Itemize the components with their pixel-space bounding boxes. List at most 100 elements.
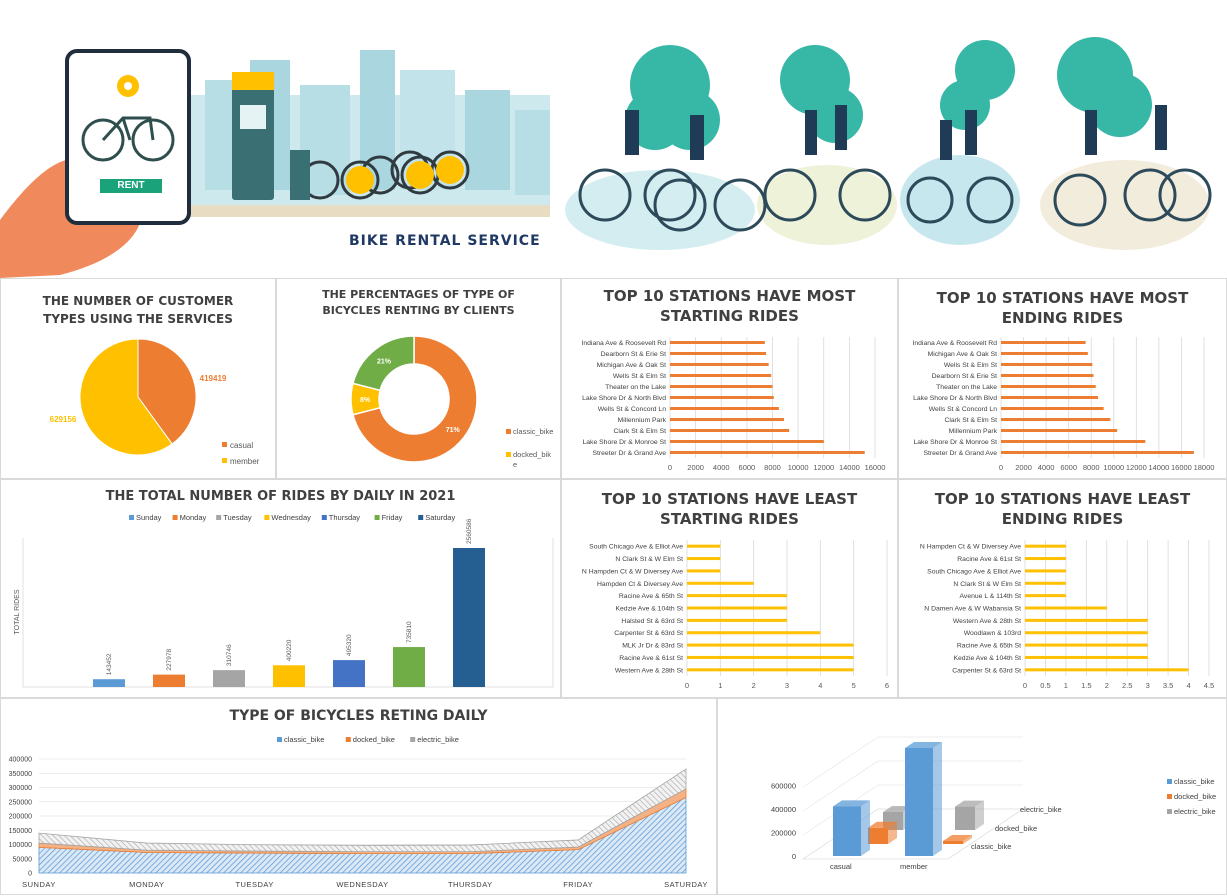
legend-label-Saturday: Saturday [425,513,455,522]
x-tick-label: 8000 [764,463,781,472]
category-label: Carpenter St & 63rd St [952,667,1021,674]
legend-swatch-docked_bike [345,737,351,742]
legend-swatch-docked_bike [1167,794,1172,799]
category-label: Theater on the Lake [605,384,666,391]
legend-swatch-Thursday [321,515,327,520]
bar-6 [1001,407,1104,410]
y-tick-label: 350000 [9,771,32,778]
least-end-title: TOP 10 STATIONS HAVE LEAST ENDING RIDES [899,489,1226,529]
category-label: Clark St & Elm St [614,428,667,435]
category-label: Indiana Ave & Roosevelt Rd [912,340,997,347]
least-start-title-line1: TOP 10 STATIONS HAVE LEAST [601,490,858,508]
x-tick-label: casual [830,862,852,871]
x-tick-label: 0 [1023,681,1027,690]
category-label: Western Ave & 28th St [953,618,1021,625]
bar-0 [670,341,765,344]
category-label: Lake Shore Dr & Monroe St [583,439,667,446]
pie-label-casual: 419419 [200,374,227,383]
legend-swatch-electric_bike [1167,809,1172,814]
bar3d-chart: 0 200000 400000 600000 casual member classic_b… [771,736,1216,871]
least-start-chart: 0 1 2 3 4 5 6 South Chicago Ave & Elliot Ave N C… [582,540,889,690]
category-label: Wells St & Elm St [613,373,666,380]
x-tick-label: 16000 [1171,463,1192,472]
category-label: Avenue L & 114th St [960,593,1022,600]
x-tick-label: 1.5 [1081,681,1091,690]
bar3d-classic_bike-member-side [933,742,942,856]
bar3d-electric_bike-casual-top [883,806,912,812]
x-tick-label: 3 [785,681,789,690]
bar-2 [1001,363,1093,366]
donut-slice-classic_bike [352,335,478,463]
x-tick-label: 8000 [1083,463,1100,472]
legend-label-Friday: Friday [382,513,403,522]
bar-3 [670,374,772,377]
legend-label-Sunday: Sunday [136,513,162,522]
bar-8 [1025,643,1148,647]
x-tick-label: 14000 [839,463,860,472]
donut-label-classic_bike: 71% [446,427,461,434]
x-tick-label: MONDAY [129,880,164,889]
daily-total-panel: THE TOTAL NUMBER OF RIDES BY DAILY IN 20… [0,479,561,698]
x-tick-label: 0.5 [1040,681,1050,690]
category-label: Halsted St & 63rd St [621,618,683,625]
bar-8 [687,643,854,647]
bar3d-docked_bike-member-top [943,835,972,841]
bar-4 [670,385,773,388]
bar-7 [1025,631,1148,635]
legend-label-docked_bike: docked_bike [353,735,395,744]
pie-label-member: 629156 [50,415,77,424]
x-tick-label: member [900,862,928,871]
type-daily-panel: TYPE OF BICYCLES RETING DAILY 0 50000 1000… [0,698,717,895]
category-label: N Hampden Ct & W Diversey Ave [582,568,683,575]
bar-0 [1025,544,1066,548]
x-tick-label: 10000 [788,463,809,472]
bar-10 [670,451,865,454]
y-tick-label: 300000 [9,785,32,792]
legend-swatch-Monday [172,515,178,520]
bar-4 [687,594,787,598]
bar3d-docked_bike-member-front [943,841,963,844]
gridline-depth [802,736,879,788]
banner-title: BIKE RENTAL SERVICE [349,233,541,249]
most-end-title: TOP 10 STATIONS HAVE MOST ENDING RIDES [899,288,1226,328]
legend-swatch-Friday [374,515,380,520]
depth-label: docked_bike [995,824,1037,833]
most-end-title-line2: ENDING RIDES [1001,309,1124,327]
x-tick-label: SUNDAY [22,880,56,889]
bar-0 [687,544,721,548]
bar-3 [687,581,754,585]
legend-label-classic_bike: classic_bike [1174,777,1214,786]
bar-3 [1025,581,1066,585]
category-label: Millennium Park [949,428,998,435]
customer-types-title-line2: TYPES USING THE SERVICES [43,312,233,326]
category-label: Dearborn St & Erie St [932,373,997,380]
least-start-title: TOP 10 STATIONS HAVE LEAST STARTING RIDE… [562,489,897,529]
bike-type-title: THE PERCENTAGES OF TYPE OF BICYCLES RENT… [277,287,560,319]
depth-label: electric_bike [1020,805,1062,814]
bar3d-docked_bike-casual-front [868,827,888,844]
x-tick-label: 2000 [1015,463,1032,472]
legend-label-electric_bike: electric_bike [1174,807,1216,816]
bar-10 [1025,668,1189,672]
x-tick-label: 18000 [1194,463,1215,472]
bar3d-docked_bike-casual-side [888,821,897,844]
legend-swatch-casual [222,442,227,447]
x-tick-label: 2000 [687,463,704,472]
bar-Thursday [333,660,365,687]
category-label: Hampden Ct & Diversey Ave [597,581,683,588]
bar-0 [1001,341,1086,344]
bike-type-title-line1: THE PERCENTAGES OF TYPE OF [322,288,515,301]
x-tick-label: 12000 [813,463,834,472]
bar3d-classic_bike-casual-side [861,800,870,856]
type-daily-chart: 0 50000 100000 150000 200000 250000 300000 3500… [9,735,708,889]
donut-label-electric_bike: 21% [377,358,392,365]
bar-10 [687,668,854,672]
bar-6 [687,618,787,622]
bar-1 [687,557,721,561]
category-label: Dearborn St & Erie St [601,351,666,358]
category-label: Clark St & Elm St [945,417,998,424]
least-start-panel: TOP 10 STATIONS HAVE LEAST STARTING RIDE… [561,479,898,698]
category-label: MLK Jr Dr & 83rd St [622,643,683,650]
pie-slice-member [79,338,173,456]
category-label: Racine Ave & 61st St [619,655,683,662]
